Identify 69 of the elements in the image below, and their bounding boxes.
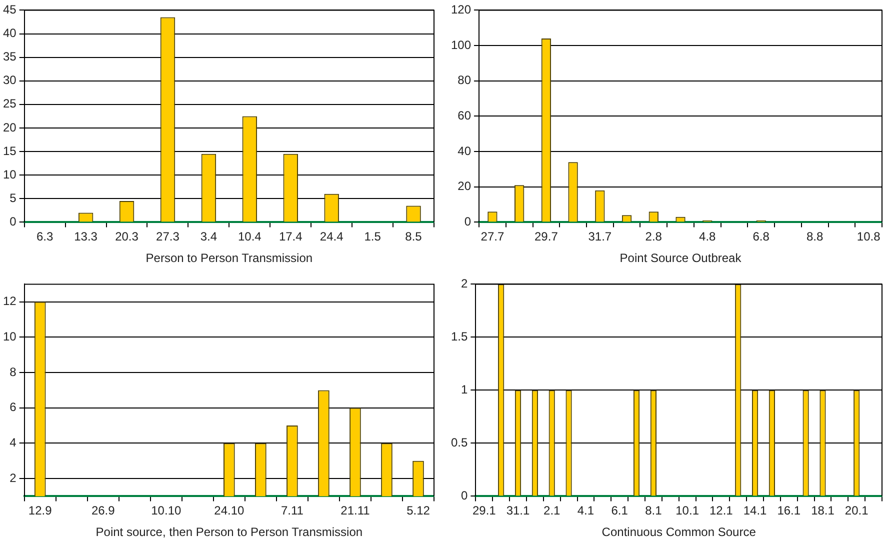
x-axis-title: Person to Person Transmission bbox=[146, 251, 313, 266]
x-tick-label: 31.7 bbox=[588, 230, 612, 244]
x-tick-label: 16.1 bbox=[777, 504, 801, 518]
y-tick-label: 1 bbox=[460, 382, 468, 397]
y-tick-label: 8 bbox=[10, 364, 17, 379]
x-tick-label: 2.1 bbox=[544, 504, 561, 518]
x-tick-label: 10.4 bbox=[238, 230, 262, 244]
y-tick-label: 0.5 bbox=[450, 436, 468, 450]
y-tick-label: 20 bbox=[2, 120, 17, 134]
y-tick-label: 60 bbox=[458, 108, 472, 123]
x-axis-title: Continuous Common Source bbox=[602, 525, 756, 540]
x-tick-label: 8.1 bbox=[645, 504, 662, 518]
x-axis-title: Point Source Outbreak bbox=[620, 251, 742, 266]
x-tick-label: 5.12 bbox=[406, 504, 430, 518]
y-tick-label: 80 bbox=[458, 73, 472, 88]
x-tick-label: 8.8 bbox=[806, 230, 824, 244]
x-tick-label: 10.8 bbox=[856, 230, 881, 244]
x-tick-label: 31.1 bbox=[506, 504, 530, 518]
x-tick-label: 27.7 bbox=[480, 230, 504, 244]
x-tick-label: 7.11 bbox=[280, 504, 304, 518]
y-tick-label: 1.5 bbox=[450, 330, 468, 344]
x-tick-label: 1.5 bbox=[364, 230, 382, 244]
y-tick-label: 40 bbox=[2, 26, 17, 40]
x-axis-title: Point source, then Person to Person Transmission bbox=[96, 525, 363, 540]
x-tick-label: 8.5 bbox=[405, 230, 422, 244]
y-tick-label: 15 bbox=[2, 144, 17, 158]
x-tick-label: 12.1 bbox=[709, 504, 734, 518]
x-tick-label: 20.3 bbox=[115, 230, 139, 244]
x-tick-label: 4.1 bbox=[577, 504, 594, 518]
y-tick-label: 2 bbox=[10, 470, 17, 485]
y-tick-label: 100 bbox=[450, 38, 472, 52]
y-tick-label: 45 bbox=[2, 2, 17, 17]
y-tick-label: 2 bbox=[460, 276, 468, 291]
x-tick-label: 26.9 bbox=[91, 504, 116, 518]
x-tick-label: 27.3 bbox=[156, 230, 180, 244]
y-tick-label: 6 bbox=[10, 400, 17, 414]
x-tick-label: 10.10 bbox=[151, 504, 182, 518]
x-tick-label: 6.1 bbox=[611, 504, 628, 518]
y-tick-label: 30 bbox=[2, 73, 17, 88]
y-tick-label: 0 bbox=[460, 488, 468, 503]
x-tick-label: 21.11 bbox=[340, 504, 370, 518]
y-tick-label: 20 bbox=[458, 179, 472, 194]
y-tick-label: 12 bbox=[2, 294, 17, 308]
x-tick-label: 18.1 bbox=[811, 504, 835, 518]
x-tick-label: 10.1 bbox=[676, 504, 700, 518]
x-tick-label: 6.3 bbox=[36, 230, 54, 244]
y-tick-label: 120 bbox=[450, 2, 472, 17]
y-tick-label: 10 bbox=[2, 167, 17, 182]
x-tick-label: 4.8 bbox=[699, 230, 716, 244]
y-tick-label: 25 bbox=[2, 96, 17, 111]
x-tick-label: 3.4 bbox=[200, 230, 218, 244]
y-tick-label: 0 bbox=[464, 214, 472, 229]
y-tick-label: 0 bbox=[10, 214, 17, 229]
x-tick-label: 12.9 bbox=[28, 504, 52, 518]
x-tick-label: 13.3 bbox=[74, 230, 98, 244]
x-tick-label: 14.1 bbox=[743, 504, 768, 518]
x-tick-label: 24.4 bbox=[320, 230, 344, 244]
x-tick-label: 2.8 bbox=[645, 230, 662, 244]
x-tick-label: 29.7 bbox=[534, 230, 558, 244]
y-tick-label: 10 bbox=[2, 330, 17, 344]
x-tick-label: 29.1 bbox=[472, 504, 496, 518]
x-tick-label: 20.1 bbox=[844, 504, 869, 518]
x-tick-label: 17.4 bbox=[278, 230, 303, 244]
y-tick-label: 4 bbox=[10, 436, 17, 450]
y-tick-label: 5 bbox=[10, 190, 17, 205]
y-tick-label: 35 bbox=[2, 50, 17, 64]
y-tick-label: 40 bbox=[458, 144, 472, 158]
x-tick-label: 24.10 bbox=[214, 504, 245, 518]
x-tick-label: 6.8 bbox=[752, 230, 770, 244]
